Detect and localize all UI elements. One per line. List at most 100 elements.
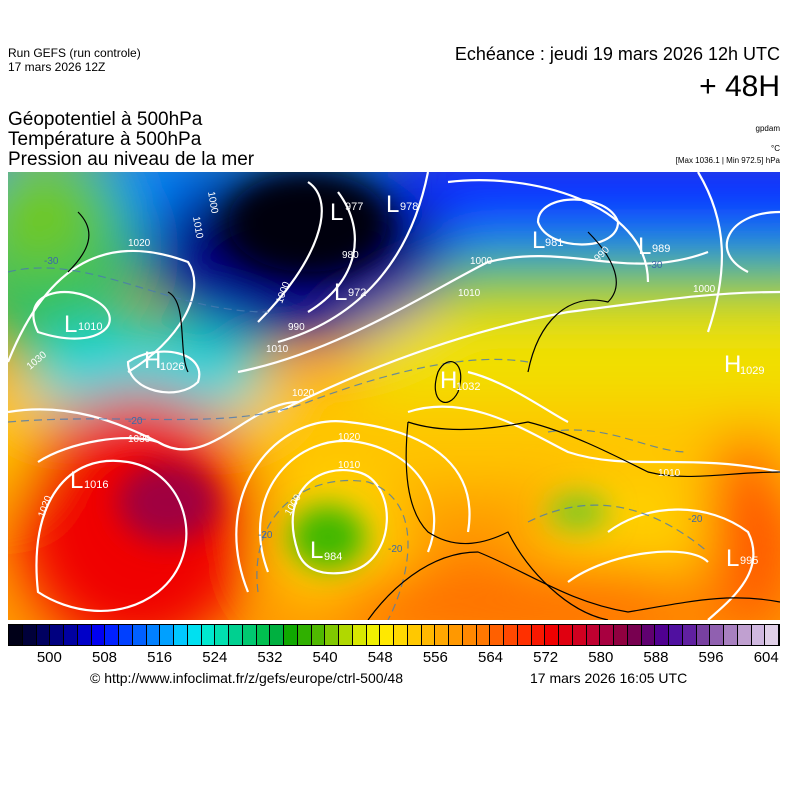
svg-text:1020: 1020 (338, 432, 361, 443)
colorbar-swatch (270, 625, 284, 645)
svg-text:1020: 1020 (128, 238, 151, 249)
coastlines (67, 211, 780, 620)
svg-text:L: L (532, 227, 545, 254)
colorbar-swatch (339, 625, 353, 645)
low-center: L 981 (532, 227, 563, 254)
colorbar-swatch (187, 625, 202, 645)
colorbar-tick-label: 500 (36, 649, 62, 666)
svg-text:L: L (334, 279, 347, 306)
svg-text:1010: 1010 (658, 468, 681, 479)
unit-pressure: [Max 1036.1 | Min 972.5] hPa (675, 156, 780, 165)
colorbar-swatch (737, 625, 752, 645)
svg-text:1026: 1026 (160, 361, 184, 373)
colorbar-swatch (380, 625, 394, 645)
colorbar-swatch (174, 625, 188, 645)
run-model: Run GEFS (run controle) (8, 46, 141, 60)
svg-text:-30: -30 (44, 256, 59, 267)
generation-time: 17 mars 2026 16:05 UTC (530, 670, 688, 686)
svg-text:972: 972 (348, 287, 366, 299)
colorbar-swatch (36, 625, 51, 645)
svg-text:1029: 1029 (740, 365, 764, 377)
colorbar-swatch (22, 625, 37, 645)
colorbar-swatch (9, 625, 23, 645)
colorbar-tick-label: 588 (643, 649, 669, 666)
colorbar-swatch (50, 625, 64, 645)
colorbar-swatch (724, 625, 738, 645)
low-center: L 1010 (64, 311, 102, 338)
svg-text:1010: 1010 (266, 344, 289, 355)
colorbar-tick-label: 596 (698, 649, 724, 666)
colorbar-swatch (682, 625, 697, 645)
svg-text:H: H (144, 347, 161, 374)
colorbar-swatch (325, 625, 339, 645)
colorbar-swatch (572, 625, 587, 645)
low-center: L 977 (330, 199, 363, 226)
run-info: Run GEFS (run controle) 17 mars 2026 12Z (8, 46, 141, 74)
colorbar-swatch (352, 625, 367, 645)
svg-text:1016: 1016 (84, 479, 108, 491)
svg-text:H: H (724, 351, 741, 378)
isotherm-labels: -30 -20 -20 -30 -20 -20 (44, 256, 703, 555)
svg-text:-30: -30 (648, 260, 663, 271)
colorbar-swatch (394, 625, 408, 645)
colorbar-swatch (421, 625, 436, 645)
colorbar-swatch (710, 625, 724, 645)
colorbar-swatch (669, 625, 683, 645)
colorbar-swatch (765, 625, 779, 645)
unit-geopotential: gpdam (755, 124, 780, 133)
svg-text:1010: 1010 (78, 321, 102, 333)
svg-text:L: L (70, 467, 83, 494)
colorbar-tick-label: 516 (147, 649, 173, 666)
colorbar-tick-label: 548 (367, 649, 393, 666)
colorbar-swatch (627, 625, 642, 645)
svg-text:981: 981 (545, 237, 563, 249)
low-center: L 972 (334, 279, 366, 306)
svg-text:1030: 1030 (128, 434, 151, 445)
svg-text:L: L (310, 537, 323, 564)
colorbar-swatch (476, 625, 491, 645)
svg-text:977: 977 (345, 201, 363, 213)
svg-text:1010: 1010 (458, 288, 481, 299)
colorbar-swatch (119, 625, 133, 645)
param-pressure: Pression au niveau de la mer (8, 149, 255, 170)
colorbar-swatch (311, 625, 326, 645)
colorbar-swatch (105, 625, 119, 645)
colorbar-swatch (531, 625, 546, 645)
svg-text:L: L (386, 191, 399, 218)
colorbar-tick-label: 604 (753, 649, 779, 666)
colorbar-tick-label: 540 (312, 649, 338, 666)
svg-text:1000: 1000 (470, 256, 493, 267)
colorbar-swatch (146, 625, 161, 645)
colorbar-tick-label: 524 (202, 649, 228, 666)
colorbar-swatch (462, 625, 477, 645)
colorbar-swatch (559, 625, 573, 645)
svg-text:L: L (638, 233, 651, 260)
source-credit-link[interactable]: © http://www.infoclimat.fr/z/gefs/europe… (90, 670, 404, 686)
colorbar-swatch (242, 625, 257, 645)
colorbar-swatch (215, 625, 229, 645)
svg-text:1000: 1000 (693, 284, 716, 295)
colorbar-swatch (91, 625, 106, 645)
svg-text:1010: 1010 (190, 216, 205, 240)
colorbar-swatch (160, 625, 174, 645)
low-center: L 978 (386, 191, 418, 218)
low-center: L 984 (310, 537, 342, 564)
colorbar-tick-label: 532 (257, 649, 283, 666)
low-center: L 995 (726, 545, 758, 572)
svg-text:L: L (330, 199, 343, 226)
isotherms (8, 267, 709, 620)
low-center: L 1016 (70, 467, 108, 494)
svg-text:978: 978 (400, 201, 418, 213)
colorbar-tick-label: 508 (91, 649, 118, 666)
svg-text:990: 990 (288, 322, 305, 333)
svg-text:995: 995 (740, 555, 758, 567)
colorbar-swatch (366, 625, 381, 645)
param-geopotential: Géopotentiel à 500hPa (8, 109, 203, 130)
colorbar-swatch (229, 625, 243, 645)
colorbar-swatch (586, 625, 601, 645)
